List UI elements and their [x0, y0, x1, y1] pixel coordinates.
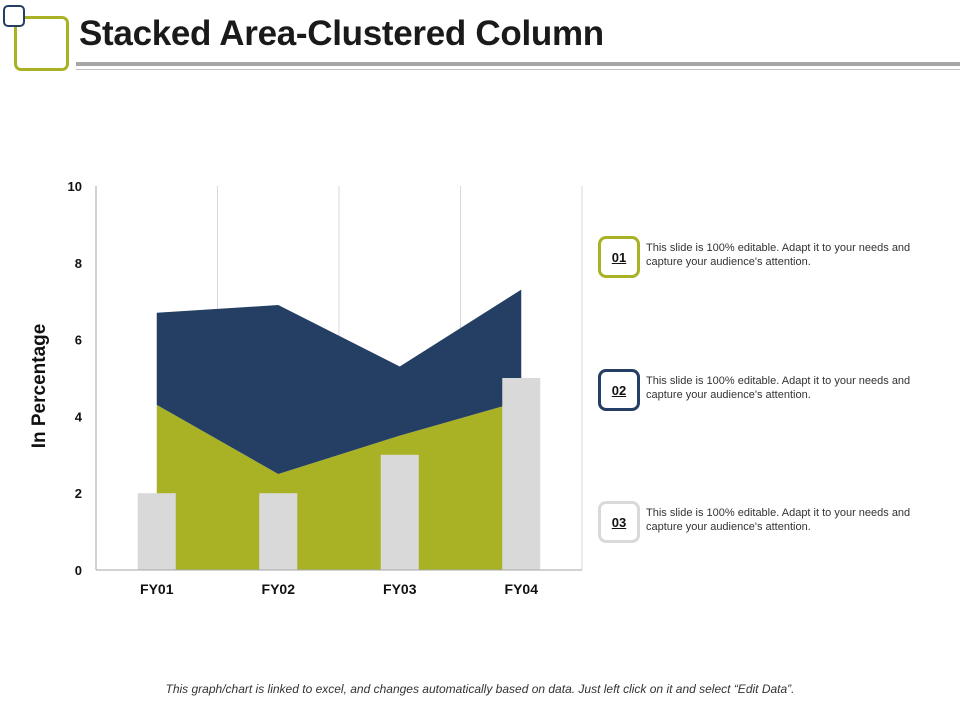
- x-tick-label: FY04: [505, 581, 539, 597]
- area-series-1: [156, 401, 522, 570]
- y-tick-label: 8: [75, 256, 82, 271]
- page-title: Stacked Area-Clustered Column: [79, 14, 604, 53]
- y-tick-label: 6: [75, 333, 82, 348]
- title-underline-thin: [76, 69, 960, 70]
- footer-note: This graph/chart is linked to excel, and…: [165, 682, 795, 696]
- column-bar: [137, 493, 176, 570]
- y-axis-title: In Percentage: [29, 324, 50, 449]
- legend-text-02: This slide is 100% editable. Adapt it to…: [646, 375, 911, 401]
- legend-badge-01: 01: [598, 236, 640, 278]
- legend-text-03: This slide is 100% editable. Adapt it to…: [646, 507, 911, 533]
- legend-item-02: 02 This slide is 100% editable. Adapt it…: [598, 369, 938, 411]
- y-tick-label: 0: [75, 563, 82, 578]
- column-bar: [259, 493, 298, 570]
- y-tick-label: 4: [75, 409, 83, 424]
- x-tick-label: FY02: [262, 581, 296, 597]
- area-series-2: [156, 289, 522, 474]
- legend-text-01: This slide is 100% editable. Adapt it to…: [646, 242, 911, 268]
- legend-badge-02: 02: [598, 369, 640, 411]
- legend-badge-03: 03: [598, 501, 640, 543]
- logo-square-small: [3, 5, 25, 27]
- legend-item-01: 01 This slide is 100% editable. Adapt it…: [598, 236, 938, 278]
- title-underline: [76, 62, 960, 66]
- y-tick-label: 10: [68, 179, 82, 194]
- logo-square-large: [14, 16, 69, 71]
- column-bar: [502, 378, 541, 570]
- x-tick-label: FY01: [140, 581, 174, 597]
- y-tick-label: 2: [75, 486, 82, 501]
- x-tick-label: FY03: [383, 581, 417, 597]
- column-bar: [380, 454, 419, 570]
- legend-item-03: 03 This slide is 100% editable. Adapt it…: [598, 501, 938, 543]
